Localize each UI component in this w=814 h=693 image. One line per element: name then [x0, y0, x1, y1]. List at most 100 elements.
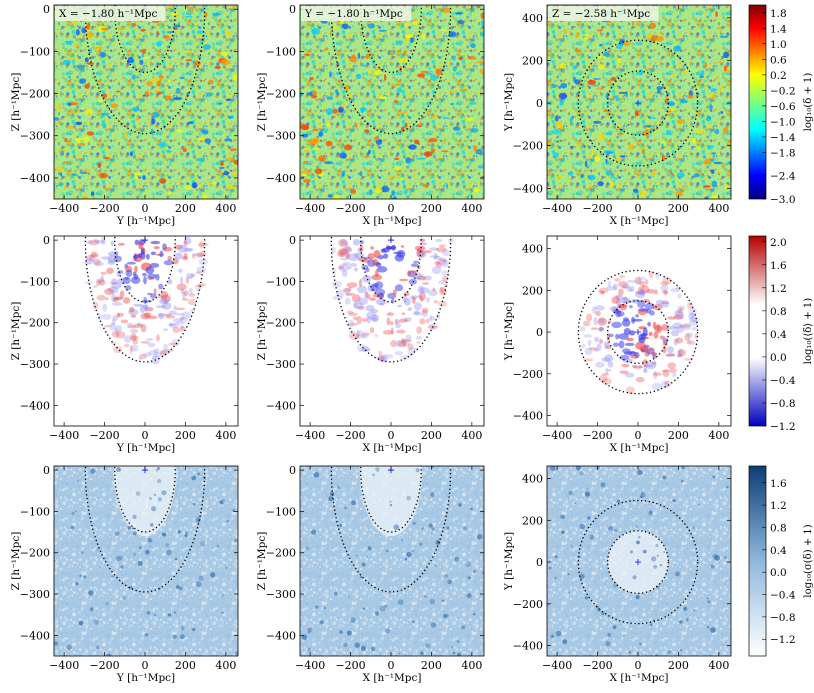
- y-tick-label: −100: [266, 505, 296, 518]
- x-tick-label: 0: [141, 429, 148, 442]
- inner-boundary: [607, 530, 669, 595]
- colorbar-sigma_delta: 1.6 1.2 0.8 0.4 0.0 −0.4 −0.8 −1.2 log₁₀(σ(δ) + …: [748, 465, 814, 657]
- x-tick-label: −200: [89, 429, 119, 442]
- colorbar-gradient: [748, 4, 767, 200]
- outer-boundary: [330, 466, 452, 593]
- colorbar-tick-label: −0.8: [770, 398, 796, 410]
- x-tick-label: 400: [708, 659, 729, 672]
- y-axis-label: Y [h⁻¹Mpc]: [503, 532, 515, 591]
- colorbar-mean_delta: 2.0 1.6 1.2 0.8 0.4 0.0 −0.4 −0.8 −1.2 log₁₀(⟨δ⟩ …: [748, 235, 814, 433]
- x-tick-label: 200: [421, 429, 442, 442]
- x-tick-label: 0: [387, 429, 394, 442]
- colorbar-tick-label: 0.0: [770, 352, 787, 364]
- inner-boundary: [607, 70, 669, 136]
- observer-marker: [634, 329, 641, 336]
- x-axis-label: X [h⁻¹Mpc]: [363, 672, 422, 684]
- x-tick-label: 400: [215, 429, 236, 442]
- outer-boundary: [84, 236, 206, 363]
- y-tick-label: 0: [43, 3, 50, 16]
- heatmap-field: [547, 466, 731, 656]
- slice-label: Y = −1.80 h⁻¹Mpc: [304, 8, 403, 20]
- x-tick-label: 400: [461, 659, 482, 672]
- outer-boundary: [577, 269, 699, 395]
- colorbar-tick-label: 0.2: [770, 70, 787, 82]
- x-tick-label: −400: [49, 659, 79, 672]
- observer-marker: [634, 559, 641, 566]
- colorbar-label: log₁₀(⟨δ⟩ + 1): [803, 298, 814, 364]
- x-tick-label: −400: [49, 202, 79, 215]
- x-axis-label: Y [h⁻¹Mpc]: [116, 215, 175, 227]
- y-tick-label: −300: [266, 358, 296, 371]
- x-tick-label: 200: [668, 659, 689, 672]
- slice-label-box: [301, 6, 412, 21]
- y-axis-label: Z [h⁻¹Mpc]: [256, 73, 268, 132]
- panel-delta_field-YZ-slice: −400 −200 0 200 400 0 −100 −200 −300 −400 Y [h⁻¹Mp…: [10, 3, 239, 227]
- x-tick-label: −400: [295, 429, 325, 442]
- colorbar-tick-label: −1.2: [770, 634, 796, 646]
- colorbar-tick-label: −1.2: [770, 421, 796, 433]
- y-tick-label: −200: [266, 547, 296, 560]
- slice-label-box: [548, 6, 659, 21]
- axes-frame: [53, 235, 239, 427]
- slice-label: X = −1.80 h⁻¹Mpc: [59, 8, 157, 20]
- y-tick-label: 0: [289, 3, 296, 16]
- y-tick-label: −400: [513, 410, 543, 423]
- y-tick-label: −400: [266, 399, 296, 412]
- heatmap-field: [300, 5, 484, 199]
- x-axis-label: X [h⁻¹Mpc]: [363, 215, 422, 227]
- observer-marker: [634, 100, 641, 107]
- y-tick-label: 0: [536, 556, 543, 569]
- x-tick-label: −200: [582, 659, 612, 672]
- inner-boundary: [607, 300, 669, 365]
- y-axis-label: Y [h⁻¹Mpc]: [503, 73, 515, 132]
- heatmap-field: [547, 5, 731, 199]
- x-axis-label: Y [h⁻¹Mpc]: [116, 672, 175, 684]
- panel-mean_delta-YZ-slice: −400 −200 0 200 400 0 −100 −200 −300 −400 Y [h⁻¹Mp…: [10, 234, 239, 454]
- slice-label: Z = −2.58 h⁻¹Mpc: [552, 8, 650, 20]
- axes-frame: [53, 465, 239, 657]
- panel-sigma_delta-XZ-slice: −400 −200 0 200 400 0 −100 −200 −300 −400 X [h⁻¹Mp…: [256, 464, 485, 684]
- heatmap-field: [54, 466, 238, 656]
- colorbar-tick-label: −0.4: [770, 590, 796, 602]
- x-tick-label: 200: [175, 429, 196, 442]
- y-tick-label: −200: [513, 368, 543, 381]
- colorbar-tick-label: 1.2: [770, 283, 787, 295]
- x-tick-label: 0: [634, 659, 641, 672]
- slice-label-box: [55, 6, 166, 21]
- axes-frame: [546, 465, 732, 657]
- colorbar-gradient: [748, 465, 767, 657]
- y-tick-label: −200: [20, 88, 50, 101]
- inner-boundary: [114, 236, 176, 303]
- y-tick-label: −300: [20, 130, 50, 143]
- outer-boundary: [577, 499, 699, 625]
- colorbar-tick-label: 1.4: [770, 23, 787, 35]
- colorbar-tick-label: 0.8: [770, 306, 787, 318]
- colorbar-tick-label: 0.6: [770, 54, 787, 66]
- axes-frame: [299, 4, 485, 200]
- y-axis-label: Y [h⁻¹Mpc]: [503, 302, 515, 361]
- inner-boundary: [360, 466, 422, 533]
- x-axis-label: Y [h⁻¹Mpc]: [116, 442, 175, 454]
- x-tick-label: 400: [708, 429, 729, 442]
- x-tick-label: 400: [215, 202, 236, 215]
- y-tick-label: −400: [20, 399, 50, 412]
- colorbar-delta_field: 1.8 1.4 1.0 0.6 0.2 −0.2 −0.6 −1.0 −1.4 −1.8 −2.4 −…: [748, 4, 814, 206]
- x-tick-label: 400: [708, 202, 729, 215]
- x-tick-label: −200: [89, 659, 119, 672]
- y-tick-label: −400: [513, 640, 543, 653]
- colorbar-tick-label: 0.8: [770, 522, 787, 534]
- colorbar-tick-label: −1.0: [770, 116, 796, 128]
- outer-boundary: [577, 39, 699, 167]
- y-tick-label: −200: [513, 598, 543, 611]
- x-tick-label: −400: [542, 659, 572, 672]
- x-tick-label: −200: [335, 429, 365, 442]
- x-tick-label: 200: [421, 659, 442, 672]
- outer-boundary: [84, 5, 206, 135]
- colorbar-tick-label: 1.6: [770, 260, 787, 272]
- colorbar-tick-label: 1.8: [770, 8, 787, 20]
- colorbar-tick-label: −3.0: [770, 194, 796, 206]
- panel-sigma_delta-XY-slice: −400 −200 0 200 400 400 200 0 −200 −400 X [h⁻¹Mpc]…: [503, 465, 732, 684]
- y-axis-label: Z [h⁻¹Mpc]: [10, 532, 22, 591]
- y-tick-label: −200: [266, 88, 296, 101]
- colorbar-tick-label: −1.4: [770, 132, 796, 144]
